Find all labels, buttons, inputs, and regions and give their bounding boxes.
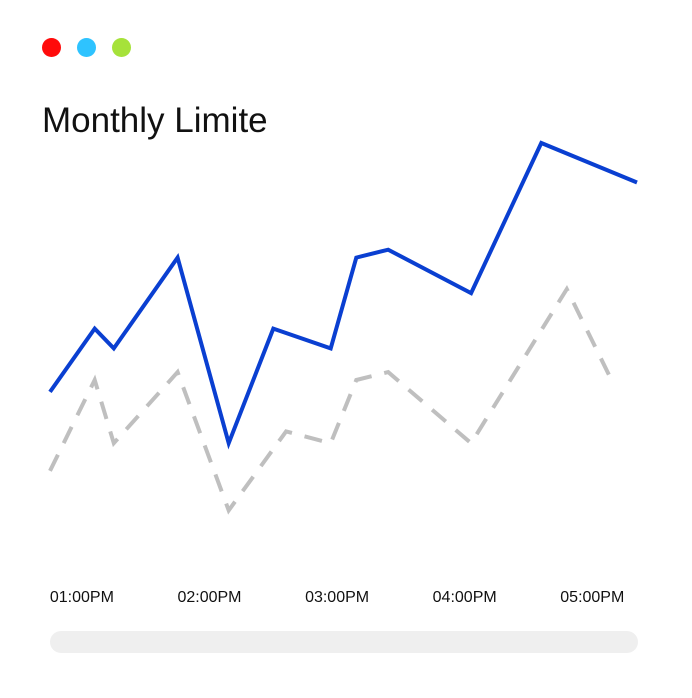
series-primary-line [48, 140, 638, 450]
x-tick-label: 01:00PM [49, 589, 114, 606]
x-tick-label: 03:00PM [305, 589, 370, 606]
maximize-dot[interactable] [112, 38, 131, 57]
minimize-dot[interactable] [77, 38, 96, 57]
chart-title: Monthly Limite [42, 101, 268, 140]
window-controls [42, 38, 131, 57]
close-dot[interactable] [42, 38, 61, 57]
x-tick-label: 04:00PM [432, 589, 497, 606]
x-tick-label: 02:00PM [177, 589, 242, 606]
horizontal-scrollbar[interactable] [50, 631, 638, 653]
x-tick-label: 05:00PM [560, 589, 625, 606]
series-secondary-line [48, 284, 614, 515]
